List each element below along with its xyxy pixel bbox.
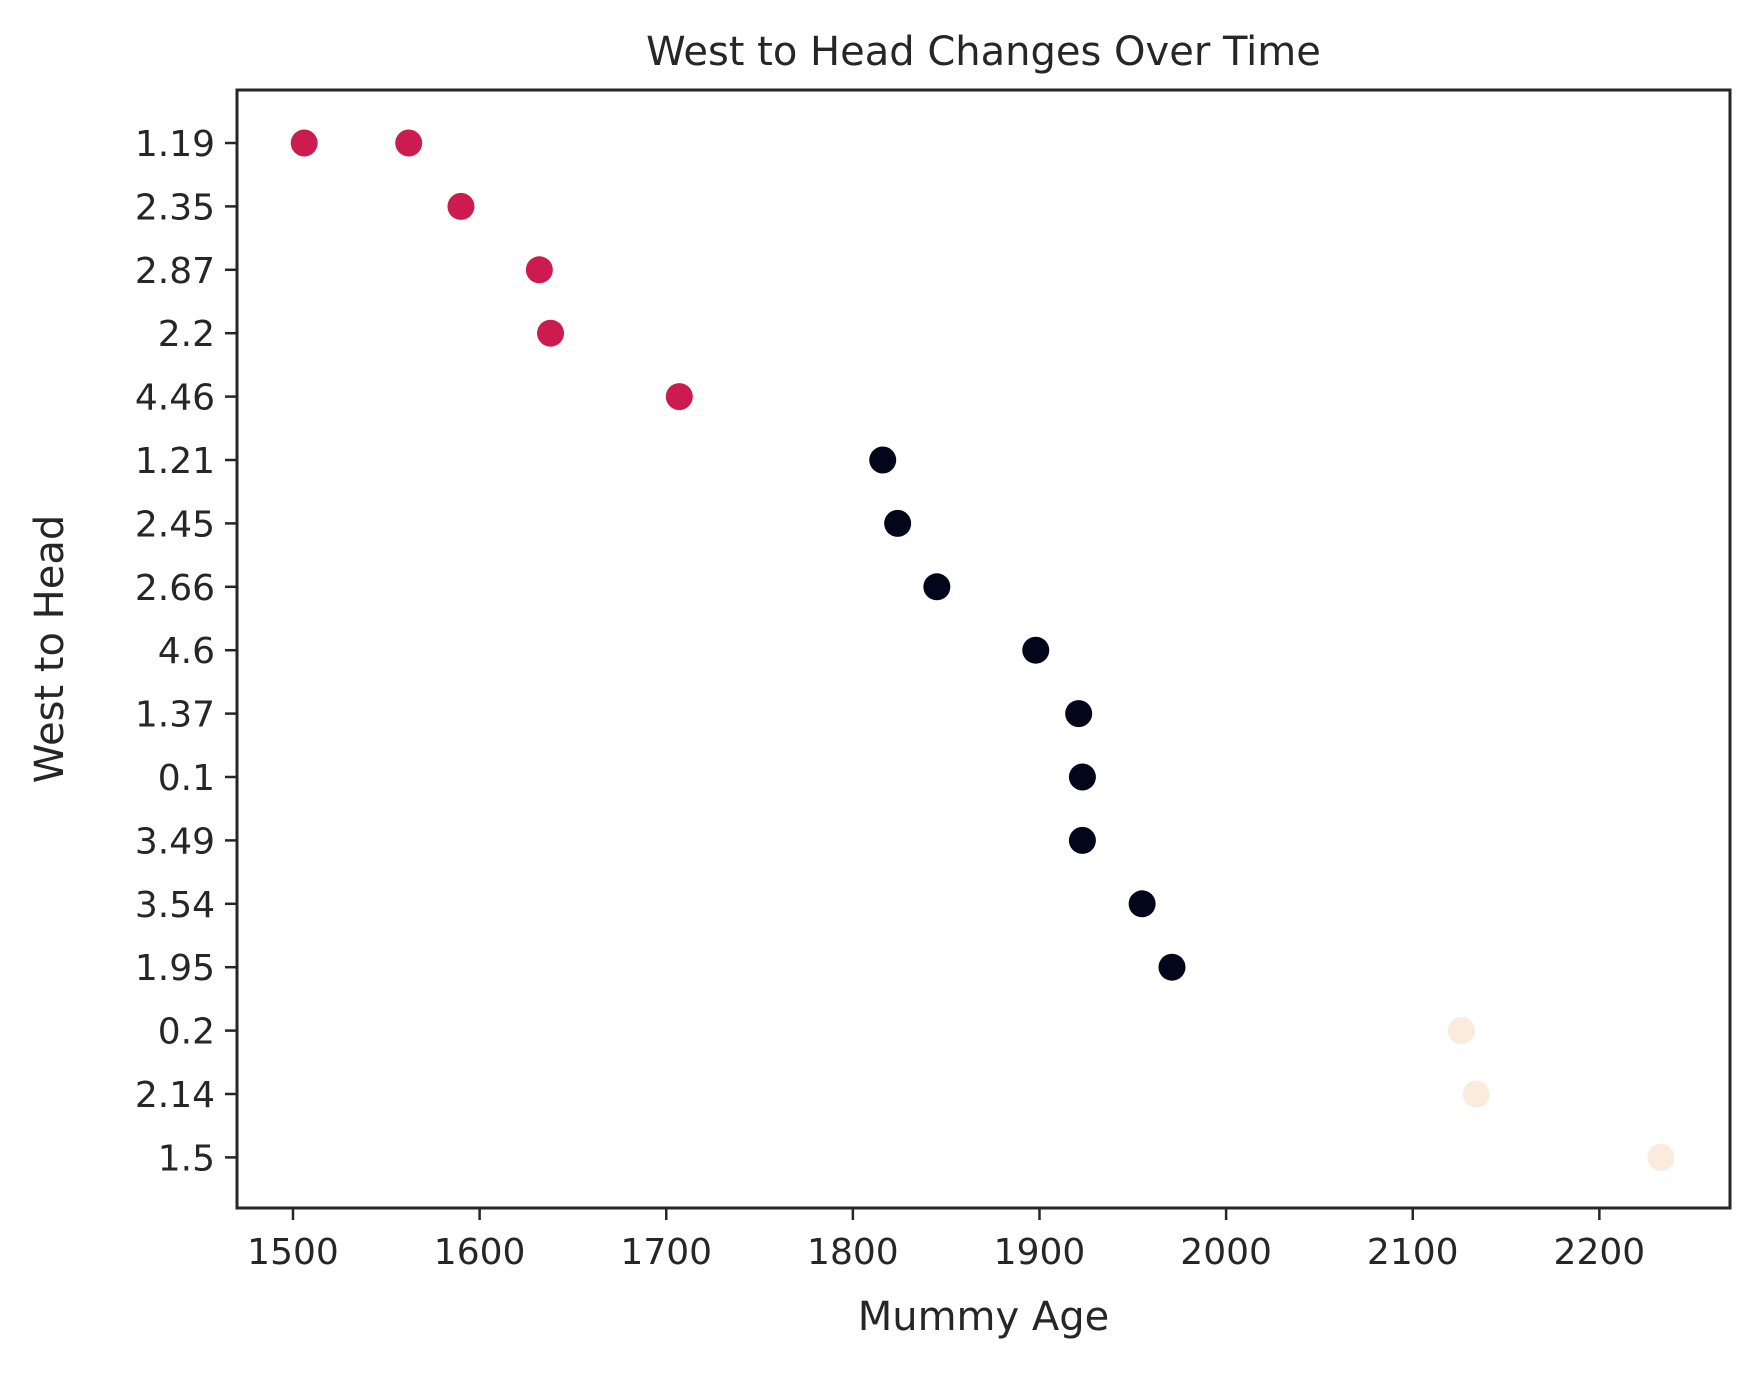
x-tick-label: 2000 xyxy=(1180,1232,1272,1273)
data-point xyxy=(869,446,897,474)
data-point xyxy=(923,573,951,601)
x-axis-title: Mummy Age xyxy=(858,1294,1110,1340)
y-tick-label: 2.66 xyxy=(135,568,215,609)
x-tick-label: 2100 xyxy=(1367,1232,1459,1273)
plot-frame xyxy=(235,88,1732,1210)
data-point xyxy=(447,192,475,220)
data-point xyxy=(884,509,912,537)
x-tick-label: 1700 xyxy=(620,1232,712,1273)
y-axis-title: West to Head xyxy=(27,515,73,784)
y-tick-label: 1.37 xyxy=(135,695,215,736)
data-point xyxy=(1158,953,1186,981)
y-tick-label: 1.19 xyxy=(135,124,215,165)
y-tick-label: 4.46 xyxy=(135,378,215,419)
data-point xyxy=(395,129,423,157)
y-tick-label: 2.45 xyxy=(135,504,215,545)
y-tick-label: 1.21 xyxy=(135,441,215,482)
x-tick-label: 1500 xyxy=(247,1232,339,1273)
y-tick-label: 1.5 xyxy=(158,1138,215,1179)
data-point xyxy=(290,129,318,157)
y-tick-label: 4.6 xyxy=(158,631,215,672)
data-point xyxy=(665,383,693,411)
y-tick-label: 0.2 xyxy=(158,1012,215,1053)
x-tick-label: 2200 xyxy=(1554,1232,1646,1273)
y-tick-label: 1.95 xyxy=(135,948,215,989)
data-point xyxy=(1065,700,1093,728)
y-tick-label: 2.14 xyxy=(135,1075,215,1116)
y-tick-label: 2.87 xyxy=(135,251,215,292)
x-tick-label: 1900 xyxy=(994,1232,1086,1273)
y-tick-label: 3.54 xyxy=(135,885,215,926)
data-point xyxy=(525,256,553,284)
y-tick-label: 2.35 xyxy=(135,187,215,228)
y-tick-label: 3.49 xyxy=(135,821,215,862)
data-point xyxy=(1647,1143,1675,1171)
x-tick-label: 1800 xyxy=(807,1232,899,1273)
y-tick-label: 0.1 xyxy=(158,758,215,799)
x-tick-label: 1600 xyxy=(434,1232,526,1273)
chart-title: West to Head Changes Over Time xyxy=(646,29,1321,75)
y-tick-label: 2.2 xyxy=(158,314,215,355)
data-point xyxy=(1068,826,1096,854)
data-point xyxy=(1068,763,1096,791)
data-point xyxy=(1128,890,1156,918)
data-point xyxy=(1462,1080,1490,1108)
data-point xyxy=(537,319,565,347)
data-point xyxy=(1022,636,1050,664)
data-point xyxy=(1447,1017,1475,1045)
